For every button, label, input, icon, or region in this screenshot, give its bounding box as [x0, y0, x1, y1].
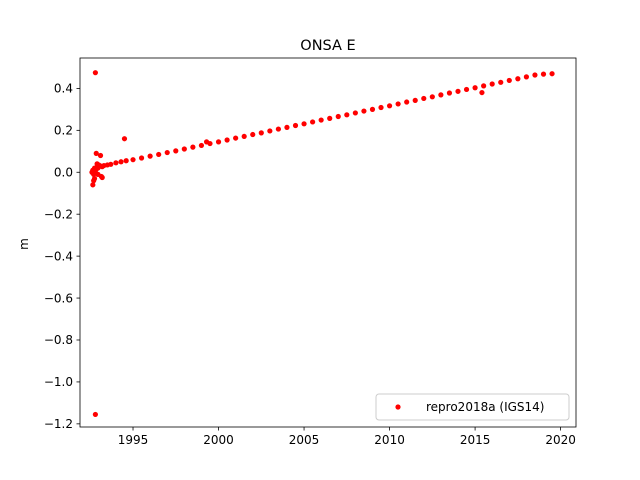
data-point [395, 101, 401, 107]
axes-frame [79, 57, 577, 428]
data-point [97, 152, 104, 159]
y-tick-label: 0.4 [54, 82, 73, 96]
data-point [284, 124, 290, 130]
data-point [108, 161, 114, 167]
y-axis-label: m [17, 238, 31, 250]
legend-marker [395, 404, 401, 410]
data-point [138, 155, 145, 161]
data-point [310, 119, 316, 125]
data-point [421, 95, 427, 102]
data-point [481, 83, 487, 89]
data-point [123, 158, 129, 164]
data-point [438, 92, 444, 98]
data-point [267, 128, 273, 134]
y-tick-label: 0.2 [54, 124, 73, 138]
x-tick-label: 2010 [374, 433, 405, 447]
data-point [404, 99, 410, 105]
data-point [327, 115, 333, 121]
data-point [549, 71, 555, 77]
data-point [378, 104, 384, 111]
data-point [463, 86, 470, 93]
data-point [190, 144, 196, 150]
data-point [92, 411, 98, 418]
data-point [147, 153, 153, 159]
data-point [203, 139, 210, 145]
data-point [164, 149, 170, 156]
data-point [472, 85, 478, 91]
data-point [118, 159, 124, 165]
data-point [479, 89, 485, 96]
data-point [233, 135, 239, 141]
data-point [515, 76, 521, 82]
data-point [301, 121, 307, 127]
data-point [156, 151, 162, 158]
data-point [344, 112, 350, 118]
data-point [93, 150, 99, 156]
data-point [91, 175, 98, 182]
x-tick-label: 2000 [203, 433, 234, 447]
data-point [489, 81, 495, 87]
data-point [540, 71, 547, 77]
legend-label: repro2018a (IGS14) [426, 400, 544, 414]
data-point [318, 117, 324, 123]
data-point [429, 94, 435, 100]
data-point [361, 108, 367, 114]
data-point [532, 72, 538, 78]
chart-title: ONSA E [300, 38, 355, 54]
data-point [386, 103, 393, 109]
data-point [250, 131, 256, 138]
y-tick-label: −0.8 [44, 333, 73, 347]
y-tick-label: −0.4 [44, 249, 73, 263]
data-point [292, 122, 299, 129]
data-point [215, 139, 222, 145]
data-point [99, 174, 105, 181]
y-tick-label: −0.2 [44, 207, 73, 221]
data-point [258, 130, 264, 136]
y-tick-label: −1.0 [44, 375, 73, 389]
data-point [275, 126, 281, 132]
data-point [335, 113, 341, 120]
data-point [523, 74, 530, 80]
data-point [173, 148, 179, 154]
data-point [241, 133, 247, 140]
data-point [121, 136, 128, 142]
x-tick-label: 2020 [545, 433, 576, 447]
legend: repro2018a (IGS14) [375, 393, 570, 421]
data-point [95, 171, 101, 177]
data-point [130, 157, 136, 163]
y-tick-label: −1.2 [44, 417, 73, 431]
y-tick-label: 0.0 [54, 165, 73, 179]
data-point [92, 70, 98, 76]
data-point [90, 182, 96, 188]
data-point [181, 146, 187, 152]
data-point [455, 88, 461, 94]
data-point [369, 106, 376, 112]
x-tick-label: 2015 [460, 433, 491, 447]
legend-box [375, 393, 570, 421]
data-point [506, 77, 512, 84]
y-tick-label: −0.6 [44, 291, 73, 305]
data-point [498, 79, 504, 85]
data-point [96, 162, 102, 168]
data-point [352, 110, 358, 116]
x-tick-label: 2005 [289, 433, 320, 447]
data-point [224, 137, 230, 143]
data-point [446, 90, 453, 96]
data-point [198, 142, 205, 149]
x-tick-label: 1995 [118, 433, 149, 447]
data-point [412, 97, 418, 103]
data-point [113, 160, 119, 166]
plot-area: 1995 2000 2005 2010 2015 2020 0.4 0.2 0.0 −0.2 −0.… [44, 57, 577, 447]
